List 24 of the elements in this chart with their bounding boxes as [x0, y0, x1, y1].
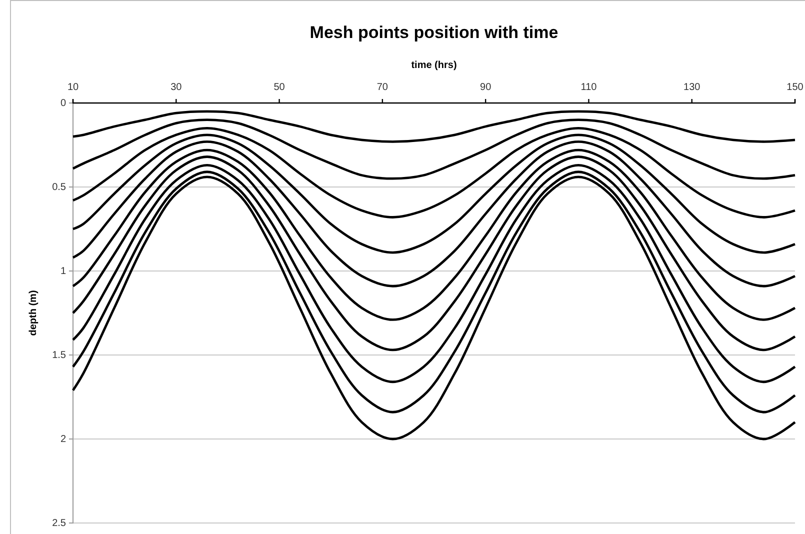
- x-tick-label: 50: [274, 82, 286, 93]
- x-tick-label: 30: [170, 82, 182, 93]
- y-tick-label: 1: [60, 266, 66, 278]
- line-series: [72, 148, 796, 321]
- line-series: [72, 126, 796, 218]
- line-series: [72, 140, 796, 288]
- y-tick-label: 2.5: [52, 518, 66, 530]
- chart-title: Mesh points position with time: [310, 23, 558, 42]
- x-tick-label: 130: [684, 82, 701, 93]
- y-tick-label: 2: [60, 434, 66, 446]
- y-axis-title: depth (m): [28, 290, 39, 336]
- x-tick-label: 150: [786, 82, 804, 93]
- y-tick-label: 0: [60, 98, 66, 110]
- line-series: [72, 118, 796, 180]
- line-series: [72, 156, 796, 352]
- y-tick-label: 1.5: [52, 350, 66, 362]
- x-axis-title: time (hrs): [411, 60, 457, 71]
- line-series: [72, 134, 796, 254]
- x-tick-label: 70: [376, 82, 388, 93]
- line-series: [72, 110, 796, 143]
- x-tick-label: 10: [67, 82, 79, 93]
- x-tick-label: 90: [480, 82, 492, 93]
- y-tick-label: 0.5: [52, 182, 66, 194]
- x-tick-label: 110: [580, 82, 598, 93]
